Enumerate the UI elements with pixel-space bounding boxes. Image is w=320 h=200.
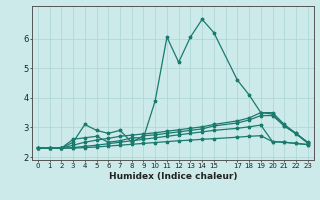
X-axis label: Humidex (Indice chaleur): Humidex (Indice chaleur) xyxy=(108,172,237,181)
